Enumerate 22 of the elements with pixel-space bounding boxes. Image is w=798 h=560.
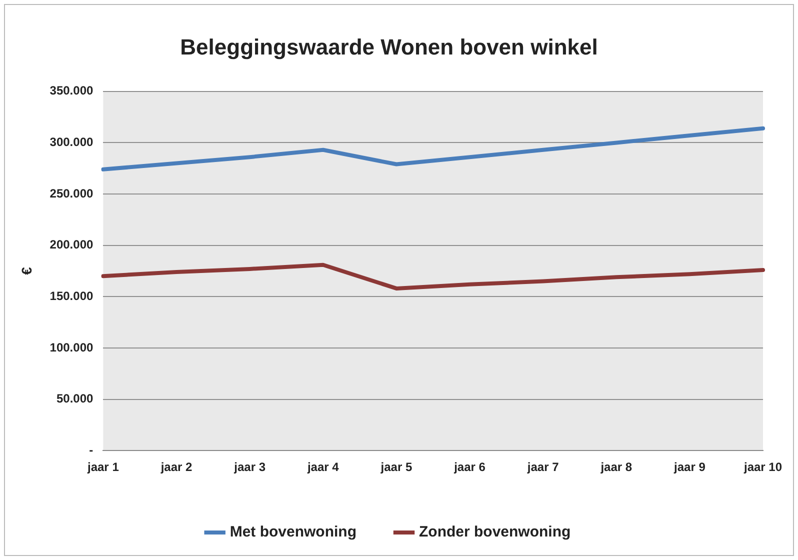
x-tick-label: jaar 3 (233, 460, 266, 474)
y-tick-label: 150.000 (50, 288, 94, 303)
legend-label: Met bovenwoning (230, 524, 357, 541)
y-tick-label: 50.000 (56, 392, 94, 406)
x-tick-label: jaar 10 (742, 460, 782, 474)
y-axis-title: € (18, 266, 34, 275)
y-tick-label: 100.000 (50, 340, 94, 354)
x-tick-label: jaar 5 (380, 460, 412, 474)
x-tick-label: jaar 2 (160, 460, 192, 474)
x-tick-label: jaar 4 (306, 460, 340, 474)
chart-title: Beleggingswaarde Wonen boven winkel (180, 34, 598, 60)
legend-label: Zonder bovenwoning (419, 524, 571, 541)
y-tick-label: 300.000 (50, 135, 94, 150)
y-tick-label: 200.000 (50, 238, 94, 252)
x-tick-label: jaar 9 (673, 460, 706, 474)
x-tick-label: jaar 1 (86, 460, 120, 474)
x-tick-label: jaar 6 (453, 460, 486, 474)
y-tick-label: 350.000 (50, 84, 94, 98)
y-tick-label: 250.000 (50, 186, 94, 200)
x-tick-label: jaar 8 (600, 460, 632, 474)
x-tick-label: jaar 7 (526, 460, 560, 474)
y-tick-label: - (89, 442, 94, 457)
